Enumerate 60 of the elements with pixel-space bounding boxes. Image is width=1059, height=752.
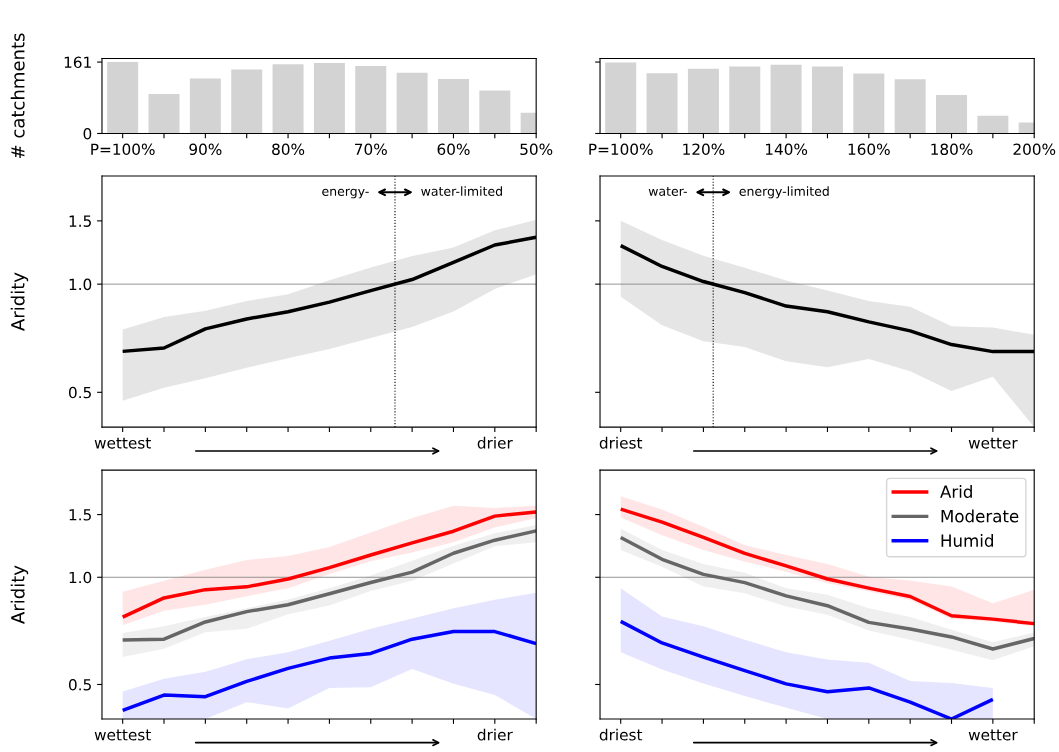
bar — [853, 73, 885, 134]
x-tick-label: 90% — [189, 143, 222, 156]
line-series — [120, 529, 537, 642]
bar — [977, 115, 1009, 134]
x-tick-label: P=100% — [589, 143, 653, 156]
y-tick-label: 1.5 — [69, 509, 91, 521]
bar — [396, 72, 428, 134]
x-tick-label: 160% — [848, 143, 890, 156]
x-tick-label: 50% — [520, 143, 553, 156]
y-axis-title: Aridity — [10, 272, 29, 331]
x-tick-label: 120% — [683, 143, 725, 156]
y-axis-title: # catchments — [10, 33, 25, 159]
x-tick-label: drier — [477, 728, 513, 741]
bar — [687, 68, 719, 134]
x-tick-label: wettest — [94, 729, 151, 741]
x-tick-label: wetter — [968, 729, 1018, 741]
bar — [148, 94, 180, 134]
bar — [107, 62, 139, 134]
x-tick-label: 140% — [765, 143, 808, 156]
bar — [231, 69, 263, 134]
bar — [770, 64, 802, 134]
annotation: water-limited — [421, 186, 502, 196]
annotation: energy-limited — [739, 186, 829, 199]
y-tick-label: 0.5 — [68, 386, 91, 399]
bar — [355, 66, 387, 134]
y-tick-label: 1.0 — [69, 571, 92, 584]
y-tick-label: 0.5 — [68, 678, 91, 691]
bar — [605, 62, 637, 134]
bar — [646, 73, 678, 134]
annotation: water- — [648, 186, 687, 196]
bar — [479, 90, 511, 134]
x-tick-label: wettest — [94, 437, 151, 449]
x-tick-label: drier — [477, 436, 513, 449]
bar — [729, 66, 761, 134]
legend-label: Humid — [941, 534, 993, 547]
bar — [189, 78, 221, 134]
bar — [811, 66, 843, 134]
bar — [936, 94, 968, 134]
x-tick-label: 180% — [931, 143, 973, 156]
x-tick-label: 70% — [355, 143, 387, 156]
y-tick-label: 1.0 — [69, 278, 92, 291]
y-tick-label: 0 — [83, 127, 92, 140]
x-tick-label: P=100% — [91, 143, 155, 156]
bar — [272, 64, 304, 134]
x-tick-label: 80% — [272, 143, 305, 156]
legend-label: Arid — [940, 485, 972, 498]
line-series — [120, 629, 537, 713]
x-tick-label: 60% — [437, 143, 470, 156]
bar — [894, 79, 926, 134]
bar — [437, 78, 469, 134]
x-tick-label: 200% — [1013, 143, 1056, 156]
legend-label: Moderate — [941, 509, 1019, 523]
y-axis-title: Aridity — [10, 565, 29, 624]
annotation: energy- — [322, 188, 369, 199]
x-tick-label: driest — [599, 436, 643, 449]
x-tick-label: wetter — [968, 437, 1018, 449]
y-tick-label: 161 — [64, 56, 91, 69]
x-tick-label: driest — [599, 728, 643, 741]
bar — [313, 62, 345, 134]
y-tick-label: 1.5 — [69, 215, 91, 227]
